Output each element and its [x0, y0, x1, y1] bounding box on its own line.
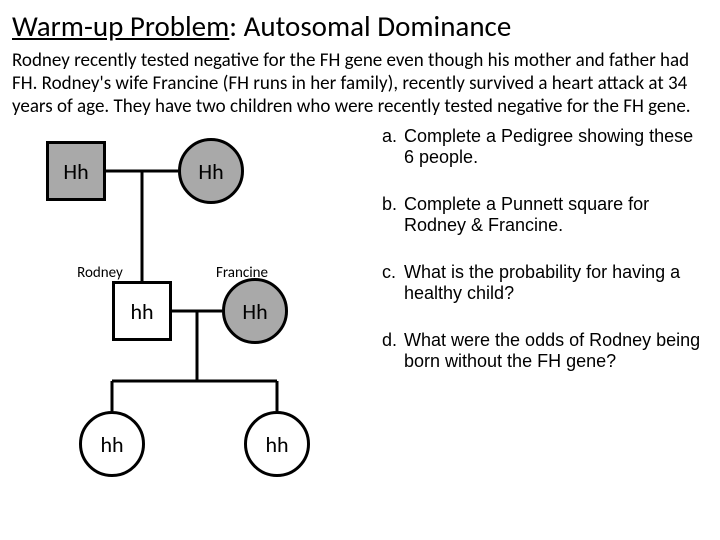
- problem-text: Rodney recently tested negative for the …: [12, 50, 708, 118]
- title-underlined: Warm-up Problem: [12, 8, 229, 44]
- rodney-label: Rodney: [70, 264, 130, 282]
- page-title: Warm-up Problem: Autosomal Dominance: [12, 8, 708, 44]
- genotype-label: Hh: [242, 298, 267, 325]
- genotype-label: hh: [100, 431, 123, 458]
- genotype-label: hh: [130, 298, 153, 325]
- genotype-label: Hh: [198, 158, 223, 185]
- pedigree-diagram: Hh Hh Rodney hh Francine Hh hh hh: [12, 126, 372, 486]
- content-area: Hh Hh Rodney hh Francine Hh hh hh a. Com…: [12, 126, 708, 486]
- question-text: What were the odds of Rodney being born …: [404, 330, 708, 372]
- question-a: a. Complete a Pedigree showing these 6 p…: [382, 126, 708, 168]
- question-text: Complete a Punnett square for Rodney & F…: [404, 194, 708, 236]
- pedigree-francine: Hh: [222, 278, 288, 344]
- genotype-label: Hh: [63, 158, 88, 185]
- question-c: c. What is the probability for having a …: [382, 262, 708, 304]
- pedigree-child1: hh: [79, 411, 145, 477]
- question-letter: b.: [382, 194, 404, 236]
- question-letter: a.: [382, 126, 404, 168]
- question-b: b. Complete a Punnett square for Rodney …: [382, 194, 708, 236]
- pedigree-g1-father: Hh: [46, 141, 106, 201]
- question-letter: d.: [382, 330, 404, 372]
- questions-list: a. Complete a Pedigree showing these 6 p…: [372, 126, 708, 486]
- question-text: What is the probability for having a hea…: [404, 262, 708, 304]
- genotype-label: hh: [265, 431, 288, 458]
- question-letter: c.: [382, 262, 404, 304]
- question-d: d. What were the odds of Rodney being bo…: [382, 330, 708, 372]
- question-text: Complete a Pedigree showing these 6 peop…: [404, 126, 708, 168]
- pedigree-g1-mother: Hh: [178, 138, 244, 204]
- pedigree-rodney: hh: [112, 281, 172, 341]
- title-rest: : Autosomal Dominance: [229, 8, 511, 44]
- pedigree-child2: hh: [244, 411, 310, 477]
